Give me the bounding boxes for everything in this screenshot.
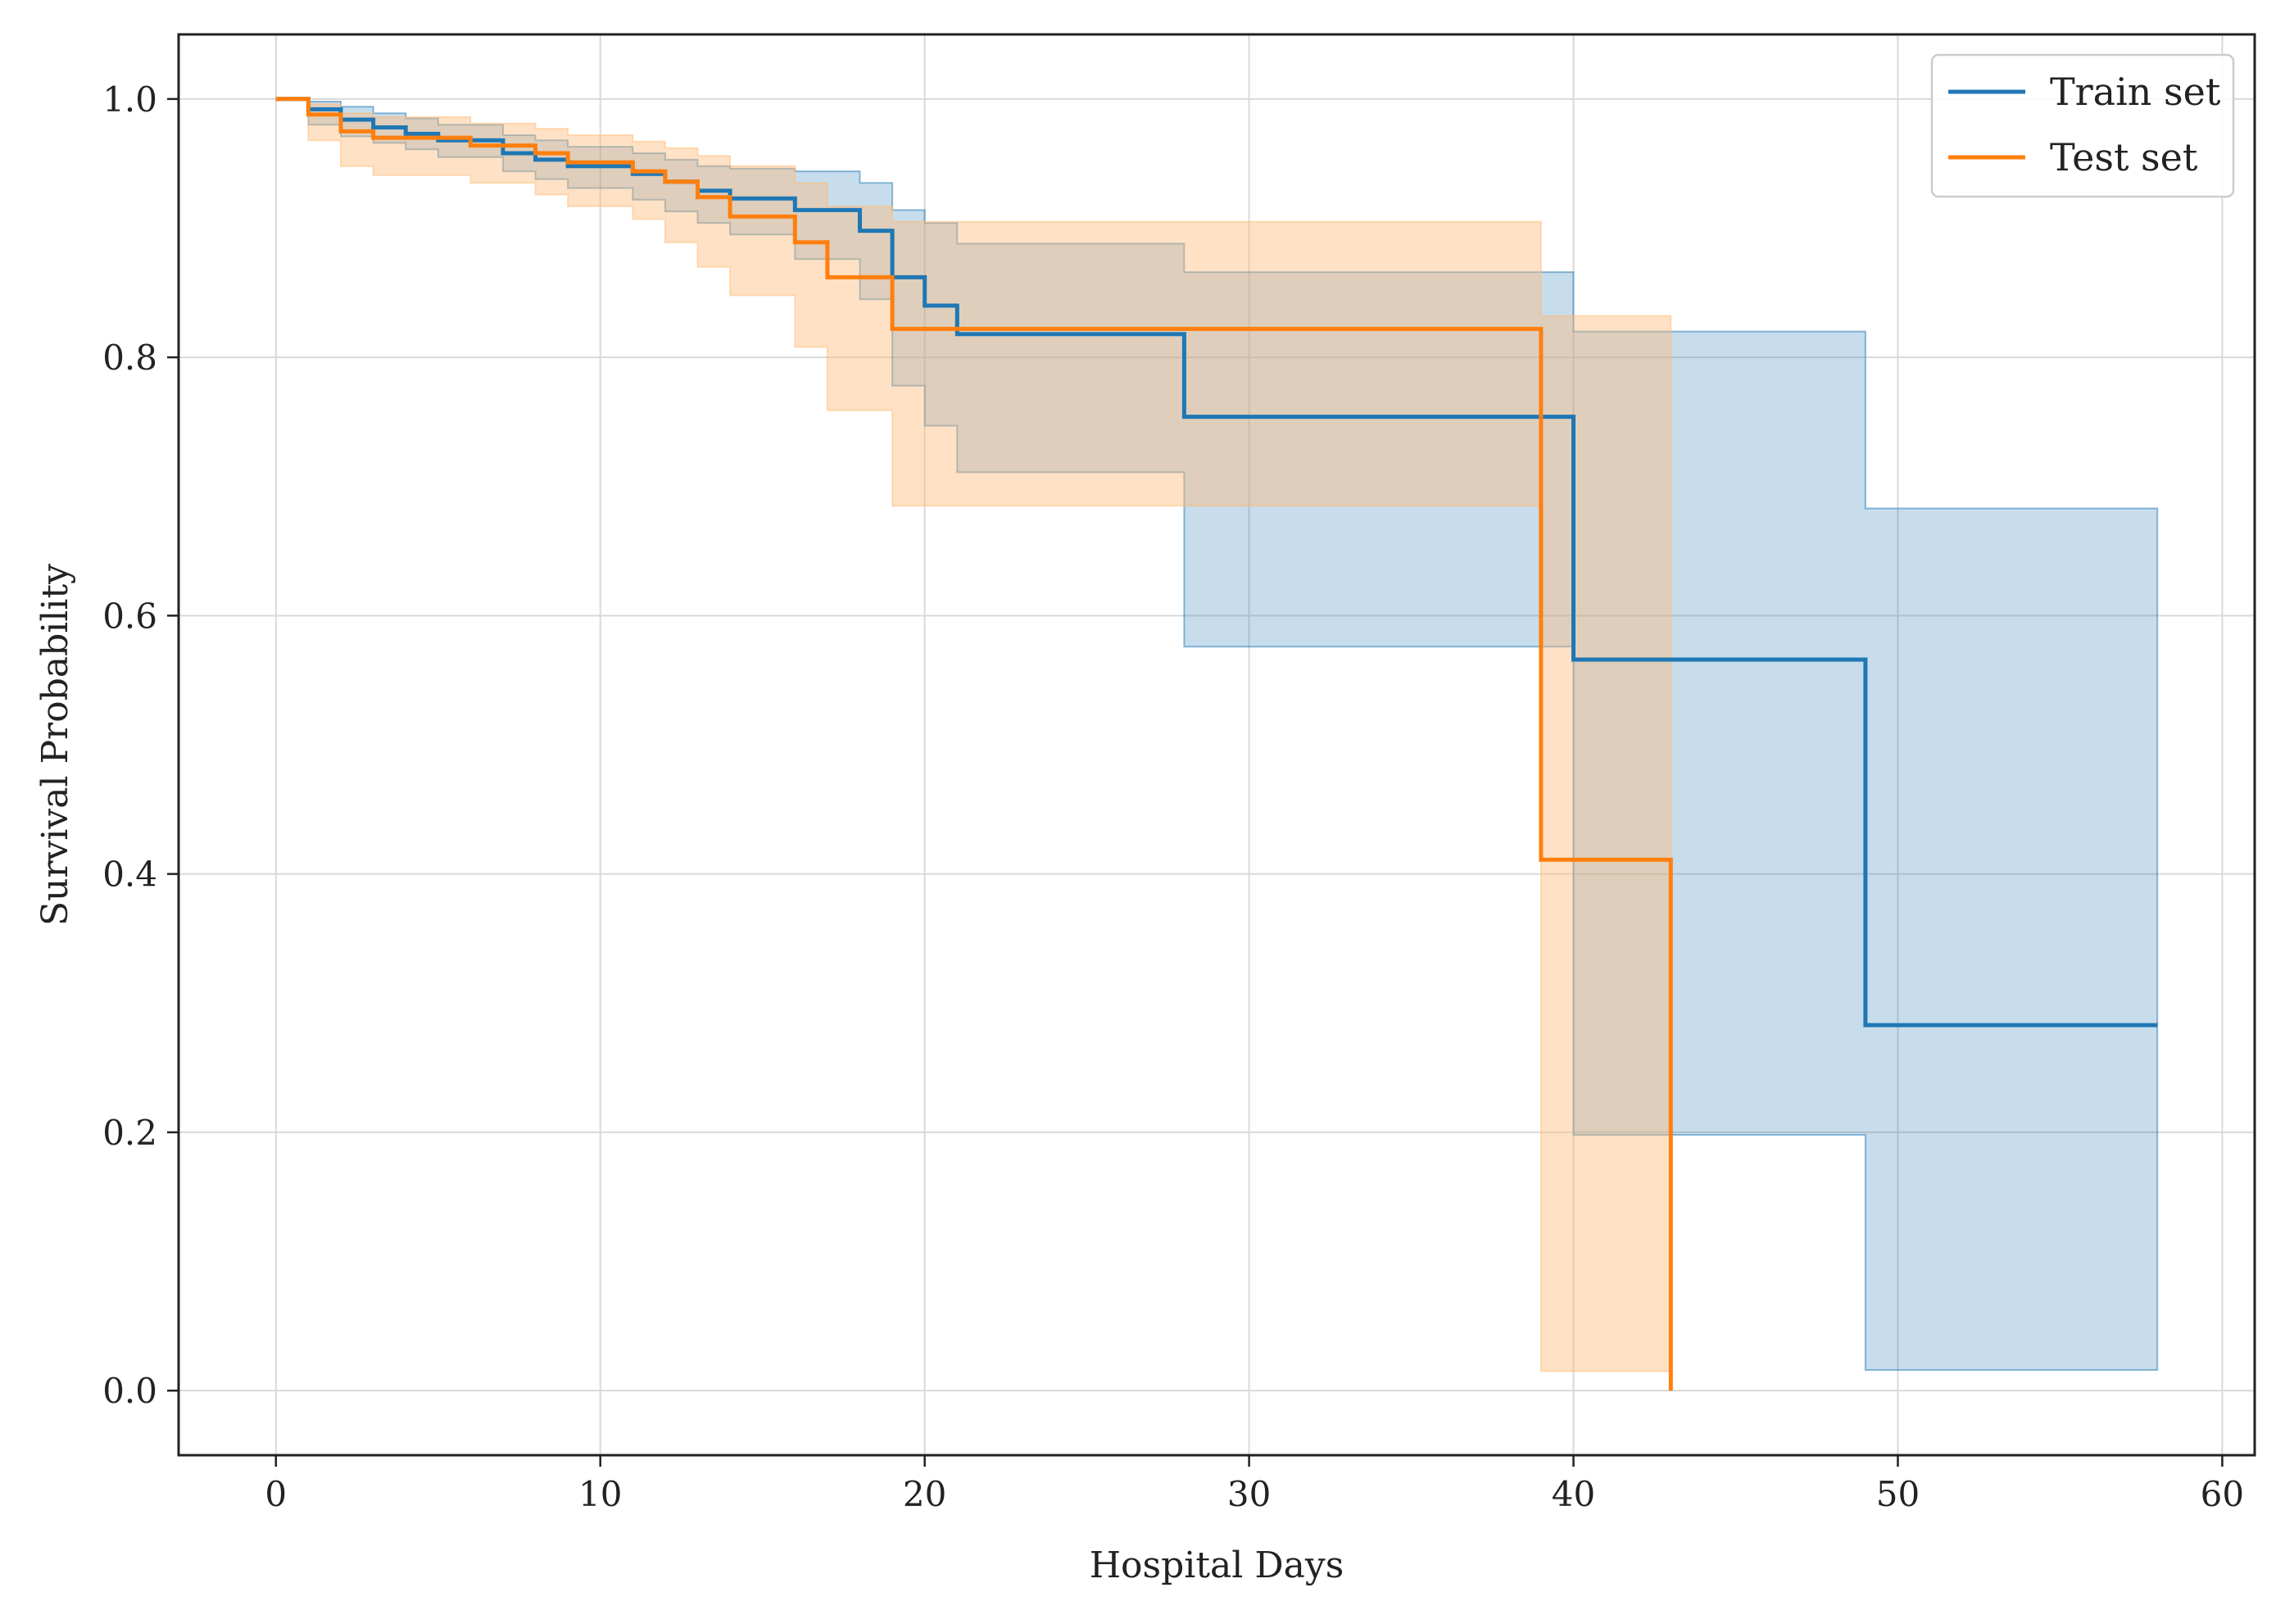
x-tick-label: 10 [578,1474,622,1514]
y-axis-label: Survival Probability [34,564,76,926]
survival-curves [275,97,2158,1391]
grid-lines [179,34,2255,1455]
x-tick-label: 0 [265,1474,287,1514]
x-tick-label: 20 [903,1474,946,1514]
y-tick-label: 0.6 [102,596,157,636]
legend-label-test-set: Test set [2050,135,2198,179]
x-tick-label: 40 [1552,1474,1595,1514]
y-tick-label: 0.2 [102,1113,157,1153]
survival-line-test-set [275,97,1673,1391]
y-axis-ticks: 0.0 0.2 0.4 0.6 0.8 1.0 [102,79,179,1411]
y-tick-label: 1.0 [102,79,157,120]
x-axis-ticks: 0 10 20 30 40 50 60 [265,1455,2244,1514]
y-tick-label: 0.0 [102,1371,157,1411]
x-tick-label: 60 [2201,1474,2244,1514]
legend: Train set Test set [1930,53,2235,198]
x-tick-label: 30 [1227,1474,1271,1514]
plot-frame [177,33,2256,1457]
x-tick-label: 50 [1876,1474,1920,1514]
confidence-band-train-set [275,98,2159,1371]
x-axis-label: Hospital Days [1090,1545,1344,1586]
y-tick-label: 0.8 [102,338,157,378]
legend-label-train-set: Train set [2050,70,2221,114]
y-tick-label: 0.4 [102,855,157,895]
